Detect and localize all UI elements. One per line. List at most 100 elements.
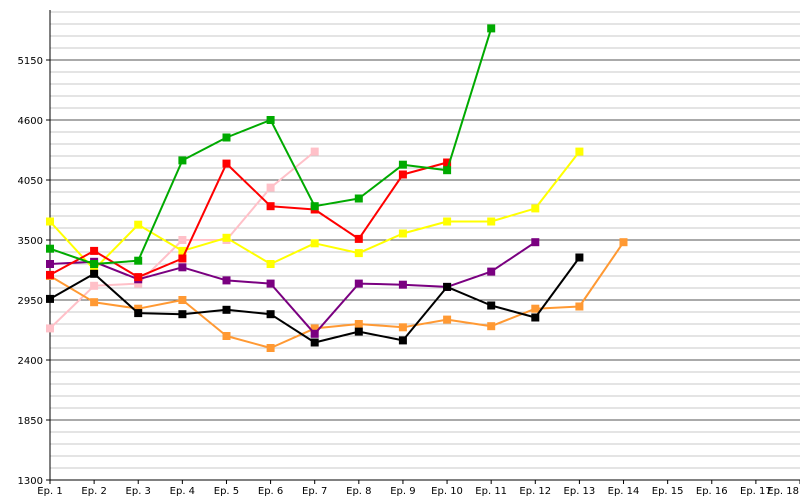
data-point	[134, 273, 143, 282]
data-point	[575, 147, 584, 156]
data-point	[90, 269, 99, 278]
x-tick-label: Ep. 7	[302, 486, 327, 497]
y-tick-label: 3500	[18, 236, 43, 247]
data-point	[575, 253, 584, 262]
data-point	[46, 260, 54, 268]
data-point	[398, 170, 407, 179]
data-point	[266, 116, 275, 124]
data-point	[310, 147, 319, 156]
major-gridlines	[50, 59, 800, 421]
data-point	[266, 260, 275, 268]
data-point	[134, 279, 143, 288]
data-point	[310, 239, 319, 248]
series-line	[49, 241, 625, 349]
series-line	[49, 241, 536, 335]
series-3	[46, 147, 584, 274]
data-point	[398, 336, 407, 345]
data-point	[575, 302, 584, 311]
data-point	[46, 324, 54, 333]
data-point	[531, 238, 540, 247]
y-tick-label: 4600	[18, 116, 43, 127]
data-point	[222, 159, 231, 168]
x-tick-label: Ep. 11	[475, 486, 507, 497]
series-line	[49, 161, 448, 279]
series-2	[46, 238, 628, 352]
data-point	[46, 294, 54, 303]
data-point	[531, 204, 540, 213]
x-tick-label: Ep. 12	[519, 486, 551, 497]
x-tick-label: Ep. 3	[126, 486, 151, 497]
data-point	[398, 323, 407, 332]
series-line	[49, 28, 493, 265]
x-axis-ticks: Ep. 1 Ep. 2 Ep. 3 Ep. 4 Ep. 5 Ep. 6 Ep. 7 Ep. 8…	[37, 480, 800, 497]
data-point	[178, 296, 187, 304]
data-point	[90, 246, 99, 255]
data-point	[354, 279, 363, 288]
data-point	[531, 304, 540, 313]
data-point	[398, 229, 407, 238]
data-point	[46, 270, 54, 279]
data-point	[531, 313, 540, 322]
data-point	[310, 329, 319, 338]
data-point	[310, 324, 319, 333]
data-point	[266, 310, 275, 319]
x-tick-label: Ep. 13	[564, 486, 596, 497]
data-point	[178, 236, 187, 244]
data-point	[487, 301, 496, 310]
data-point	[266, 202, 275, 211]
y-tick-label: 2950	[18, 296, 43, 307]
data-point	[46, 217, 54, 226]
data-point	[354, 320, 363, 328]
data-point	[178, 246, 187, 255]
data-point	[443, 282, 452, 291]
data-point	[134, 220, 143, 229]
data-point	[90, 298, 99, 307]
x-tick-label: Ep. 8	[346, 486, 371, 497]
data-point	[619, 238, 628, 247]
data-point	[46, 244, 54, 253]
series-7	[46, 24, 496, 268]
data-point	[178, 254, 187, 263]
x-tick-label: Ep. 9	[390, 486, 415, 497]
x-tick-label: Ep. 10	[431, 486, 463, 497]
data-point	[222, 233, 231, 242]
data-point	[398, 280, 407, 289]
data-point	[354, 249, 363, 258]
data-point	[178, 263, 187, 272]
data-point	[487, 24, 496, 33]
x-tick-label: Ep. 15	[652, 486, 684, 497]
data-point	[266, 279, 275, 288]
x-tick-label: Ep. 6	[258, 486, 283, 497]
x-tick-label: Ep. 14	[608, 486, 640, 497]
data-point	[222, 332, 231, 340]
y-tick-label: 4050	[18, 176, 43, 187]
x-tick-label: Ep. 17	[740, 486, 772, 497]
data-point	[354, 234, 363, 243]
data-point	[90, 265, 99, 274]
data-point	[266, 344, 275, 352]
series-layer	[46, 24, 628, 352]
data-point	[90, 260, 99, 268]
data-point	[222, 133, 231, 142]
x-tick-label: Ep. 18	[767, 486, 799, 497]
y-tick-label: 2400	[18, 356, 43, 367]
data-point	[487, 217, 496, 226]
data-point	[222, 305, 231, 314]
y-tick-label: 1850	[18, 416, 43, 427]
y-tick-label: 5150	[18, 56, 43, 67]
data-point	[134, 304, 143, 313]
data-point	[487, 267, 496, 276]
data-point	[90, 281, 99, 290]
data-point	[310, 202, 319, 211]
y-tick-label: 1300	[18, 476, 43, 487]
data-point	[398, 160, 407, 169]
data-point	[266, 183, 275, 192]
data-point	[222, 276, 231, 285]
data-point	[443, 158, 452, 167]
series-5	[46, 253, 584, 347]
data-point	[487, 322, 496, 331]
data-point	[178, 156, 187, 165]
x-tick-label: Ep. 5	[214, 486, 239, 497]
data-point	[178, 310, 187, 319]
